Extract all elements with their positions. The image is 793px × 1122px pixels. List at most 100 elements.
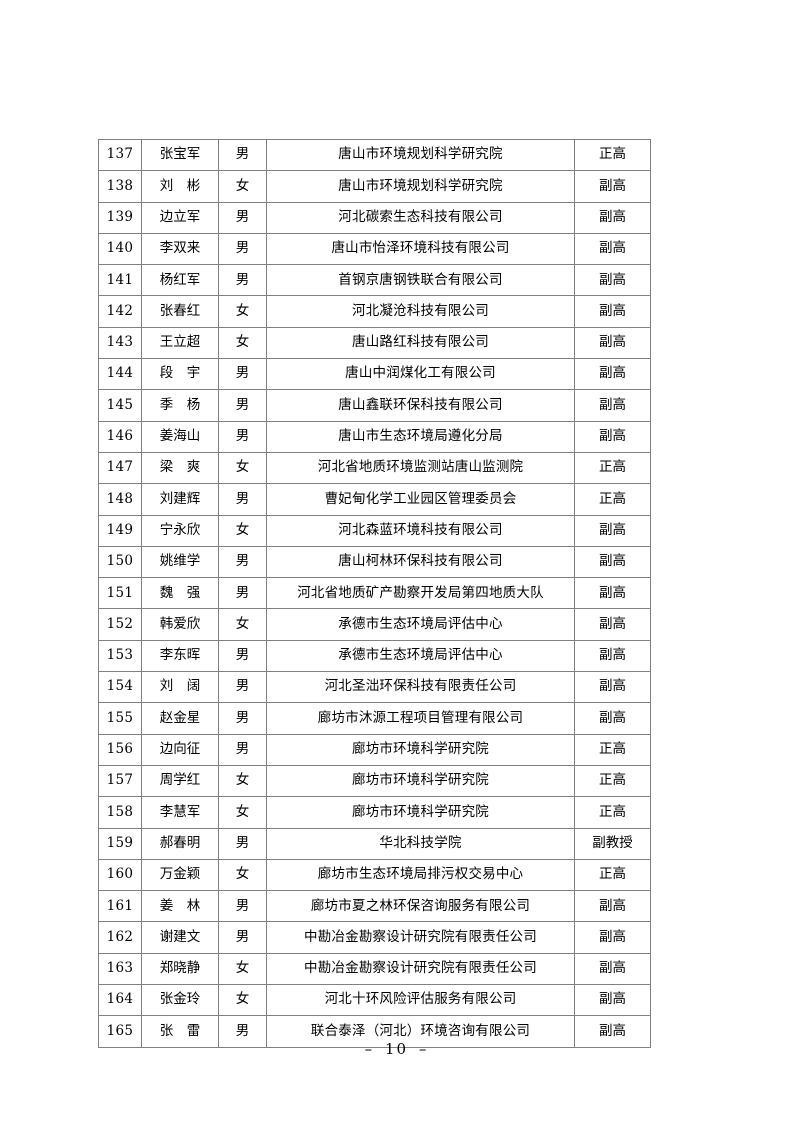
- cell-title-rank: 副高: [574, 420, 651, 453]
- cell-title-rank: 副高: [574, 358, 651, 391]
- cell-sequence: 139: [98, 201, 142, 234]
- cell-title-rank: 副高: [574, 608, 651, 641]
- cell-gender: 男: [218, 201, 267, 234]
- cell-sequence: 148: [98, 483, 142, 516]
- cell-title-rank: 副高: [574, 232, 651, 266]
- cell-organization: 唐山柯林环保科技有限公司: [266, 545, 575, 579]
- cell-sequence: 152: [98, 608, 142, 641]
- cell-sequence: 140: [98, 232, 142, 266]
- cell-organization: 首钢京唐钢铁联合有限公司: [266, 264, 575, 297]
- cell-person-name: 赵金星: [141, 702, 219, 735]
- table-row: 161 姜 林男廊坊市夏之林环保咨询服务有限公司 副高: [98, 890, 651, 923]
- cell-title-rank: 正高: [574, 796, 651, 829]
- cell-organization: 承德市生态环境局评估中心: [266, 639, 575, 673]
- cell-gender: 女: [218, 764, 267, 798]
- cell-gender: 女: [218, 858, 267, 892]
- cell-sequence: 151: [98, 577, 142, 610]
- table-row: 138 刘 彬女唐山市环境规划科学研究院 副高: [98, 170, 651, 203]
- roster-table: 137 张宝军男唐山市环境规划科学研究院 正高 138 刘 彬女唐山市环境规划科学研究院…: [98, 138, 651, 1048]
- cell-organization: 唐山路红科技有限公司: [266, 326, 575, 360]
- cell-gender: 女: [218, 984, 267, 1017]
- cell-sequence: 156: [98, 733, 142, 766]
- footer-dash-left: –: [364, 1040, 375, 1058]
- cell-gender: 男: [218, 358, 267, 391]
- cell-organization: 河北省地质矿产勘察开发局第四地质大队: [266, 577, 575, 610]
- cell-person-name: 王立超: [141, 326, 219, 360]
- cell-title-rank: 副高: [574, 170, 651, 203]
- cell-gender: 女: [218, 952, 267, 986]
- table-row: 153 李东晖男承德市生态环境局评估中心 副高: [98, 639, 651, 673]
- cell-person-name: 边立军: [141, 201, 219, 234]
- cell-organization: 唐山中润煤化工有限公司: [266, 358, 575, 391]
- cell-person-name: 刘建辉: [141, 483, 219, 516]
- cell-gender: 男: [218, 232, 267, 266]
- table-row: 150 姚维学男唐山柯林环保科技有限公司 副高: [98, 545, 651, 579]
- cell-person-name: 姜 林: [141, 890, 219, 923]
- table-row: 157 周学红女廊坊市环境科学研究院 正高: [98, 764, 651, 798]
- cell-gender: 女: [218, 451, 267, 485]
- cell-sequence: 138: [98, 170, 142, 203]
- cell-title-rank: 副高: [574, 702, 651, 735]
- cell-gender: 男: [218, 890, 267, 923]
- cell-person-name: 魏 强: [141, 577, 219, 610]
- table-row: 156 边向征男廊坊市环境科学研究院 正高: [98, 733, 651, 766]
- cell-sequence: 142: [98, 295, 142, 328]
- footer-dash-right: –: [418, 1040, 429, 1058]
- cell-sequence: 161: [98, 890, 142, 923]
- cell-person-name: 韩爱欣: [141, 608, 219, 641]
- cell-person-name: 刘 彬: [141, 170, 219, 203]
- table-row: 137 张宝军男唐山市环境规划科学研究院 正高: [98, 138, 651, 172]
- cell-person-name: 姚维学: [141, 545, 219, 579]
- table-row: 149 宁永欣女河北森蓝环境科技有限公司 副高: [98, 514, 651, 547]
- cell-gender: 男: [218, 921, 267, 954]
- cell-sequence: 146: [98, 420, 142, 453]
- roster-table-body: 137 张宝军男唐山市环境规划科学研究院 正高 138 刘 彬女唐山市环境规划科学研究院…: [98, 138, 651, 1048]
- cell-title-rank: 正高: [574, 483, 651, 516]
- roster-table-container: 137 张宝军男唐山市环境规划科学研究院 正高 138 刘 彬女唐山市环境规划科学研究院…: [98, 138, 651, 1048]
- cell-title-rank: 正高: [574, 764, 651, 798]
- cell-organization: 河北森蓝环境科技有限公司: [266, 514, 575, 547]
- table-row: 151 魏 强男河北省地质矿产勘察开发局第四地质大队 副高: [98, 577, 651, 610]
- cell-organization: 河北凝沧科技有限公司: [266, 295, 575, 328]
- table-row: 160 万金颖女廊坊市生态环境局排污权交易中心 正高: [98, 858, 651, 892]
- cell-gender: 男: [218, 577, 267, 610]
- cell-title-rank: 正高: [574, 858, 651, 892]
- cell-person-name: 段 宇: [141, 358, 219, 391]
- cell-sequence: 154: [98, 671, 142, 704]
- cell-organization: 唐山市生态环境局遵化分局: [266, 420, 575, 453]
- table-row: 147 梁 爽女河北省地质环境监测站唐山监测院 正高: [98, 451, 651, 485]
- cell-title-rank: 副高: [574, 577, 651, 610]
- cell-gender: 男: [218, 671, 267, 704]
- cell-person-name: 李慧军: [141, 796, 219, 829]
- cell-gender: 女: [218, 295, 267, 328]
- cell-title-rank: 副高: [574, 295, 651, 328]
- cell-organization: 唐山市环境规划科学研究院: [266, 138, 575, 172]
- cell-person-name: 宁永欣: [141, 514, 219, 547]
- table-row: 158 李慧军女廊坊市环境科学研究院 正高: [98, 796, 651, 829]
- cell-gender: 女: [218, 608, 267, 641]
- cell-gender: 男: [218, 733, 267, 766]
- table-row: 143 王立超女唐山路红科技有限公司 副高: [98, 326, 651, 360]
- cell-organization: 廊坊市环境科学研究院: [266, 764, 575, 798]
- cell-title-rank: 副高: [574, 545, 651, 579]
- cell-gender: 男: [218, 483, 267, 516]
- cell-title-rank: 正高: [574, 733, 651, 766]
- cell-organization: 中勘冶金勘察设计研究院有限责任公司: [266, 952, 575, 986]
- cell-title-rank: 副高: [574, 326, 651, 360]
- cell-gender: 男: [218, 639, 267, 673]
- cell-title-rank: 副高: [574, 921, 651, 954]
- cell-organization: 廊坊市夏之林环保咨询服务有限公司: [266, 890, 575, 923]
- cell-sequence: 144: [98, 358, 142, 391]
- cell-sequence: 147: [98, 451, 142, 485]
- table-row: 159 郝春明男华北科技学院 副教授: [98, 827, 651, 860]
- cell-person-name: 谢建文: [141, 921, 219, 954]
- cell-sequence: 164: [98, 984, 142, 1017]
- cell-person-name: 姜海山: [141, 420, 219, 453]
- cell-sequence: 165: [98, 1015, 142, 1048]
- cell-organization: 华北科技学院: [266, 827, 575, 860]
- cell-title-rank: 副高: [574, 201, 651, 234]
- cell-title-rank: 副高: [574, 264, 651, 297]
- cell-title-rank: 副高: [574, 514, 651, 547]
- cell-gender: 男: [218, 389, 267, 422]
- cell-gender: 男: [218, 264, 267, 297]
